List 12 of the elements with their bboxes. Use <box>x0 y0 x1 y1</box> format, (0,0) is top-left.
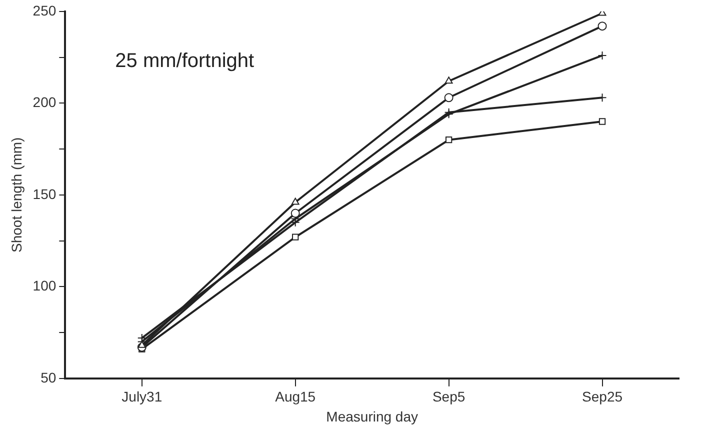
x-axis-title: Measuring day <box>326 408 418 424</box>
y-tick-label: 250 <box>32 2 56 18</box>
y-tick-label: 50 <box>40 369 56 386</box>
x-tick-label: July31 <box>122 388 162 405</box>
x-tick-label: Sep25 <box>582 388 623 405</box>
y-axis-title: Shoot length (mm) <box>8 137 24 252</box>
y-tick-label: 200 <box>32 94 56 110</box>
y-tick-label: 100 <box>32 278 56 294</box>
y-tick-label: 150 <box>32 186 56 202</box>
x-tick-label: Sep5 <box>432 388 466 405</box>
x-tick-label: Aug15 <box>275 388 316 405</box>
annotation: 25 mm/fortnight <box>115 50 255 72</box>
